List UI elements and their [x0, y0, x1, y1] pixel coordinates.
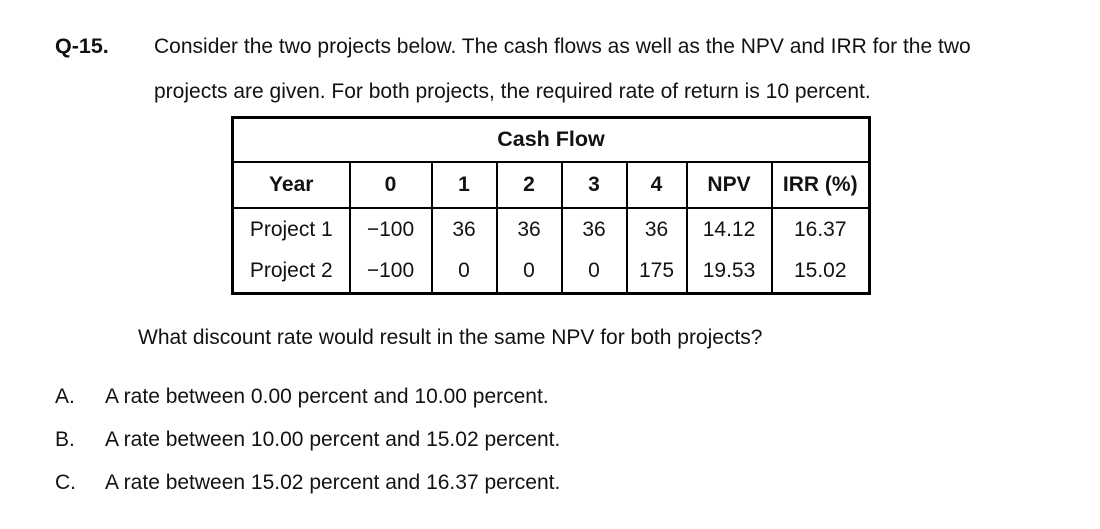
table-cell-npv: 14.12: [685, 207, 773, 251]
table-cell: 36: [625, 207, 688, 251]
cash-flow-table: Cash Flow Year 0 1 2 3 4 NPV IRR (%) Pro…: [231, 116, 871, 295]
question-intro: Consider the two projects below. The cas…: [154, 24, 971, 114]
table-cell: 36: [560, 207, 628, 251]
table-header-row: Year 0 1 2 3 4 NPV IRR (%): [231, 161, 871, 209]
question-prompt: What discount rate would result in the s…: [138, 326, 763, 349]
column-header-year: Year: [231, 161, 351, 209]
table-cell: 36: [495, 207, 563, 251]
answer-options: A. A rate between 0.00 percent and 10.00…: [55, 383, 560, 512]
row-label: Project 2: [231, 250, 351, 294]
table-title-row: Cash Flow: [231, 117, 871, 163]
column-header-npv: NPV: [685, 161, 773, 209]
table-cell: 36: [430, 207, 498, 251]
column-header-year1: 1: [430, 161, 498, 209]
table-cell: 0: [430, 250, 498, 294]
table-row-project-1: Project 1 −100 36 36 36 36 14.12 16.37: [231, 207, 871, 251]
answer-option-a: A. A rate between 0.00 percent and 10.00…: [55, 383, 560, 410]
table-cell: 0: [495, 250, 563, 294]
column-header-year3: 3: [560, 161, 628, 209]
table-cell: 0: [560, 250, 628, 294]
table-cell: −100: [348, 207, 433, 251]
table-cell: 175: [625, 250, 688, 294]
table-cell-irr: 16.37: [770, 207, 871, 251]
column-header-year0: 0: [348, 161, 433, 209]
table-title: Cash Flow: [231, 117, 871, 163]
column-header-year2: 2: [495, 161, 563, 209]
table-cell-npv: 19.53: [685, 250, 773, 294]
column-header-irr: IRR (%): [770, 161, 871, 209]
option-text: A rate between 15.02 percent and 16.37 p…: [105, 471, 561, 494]
table-cell: −100: [348, 250, 433, 294]
table-cell-irr: 15.02: [770, 250, 871, 294]
option-letter: C.: [55, 471, 76, 494]
table-row-project-2: Project 2 −100 0 0 0 175 19.53 15.02: [231, 250, 871, 294]
option-letter: B.: [55, 428, 75, 451]
answer-option-b: B. A rate between 10.00 percent and 15.0…: [55, 426, 560, 453]
column-header-year4: 4: [625, 161, 688, 209]
option-text: A rate between 0.00 percent and 10.00 pe…: [105, 385, 549, 408]
answer-option-c: C. A rate between 15.02 percent and 16.3…: [55, 469, 560, 496]
question-intro-line-1: Consider the two projects below. The cas…: [154, 35, 971, 58]
question-intro-line-2: projects are given. For both projects, t…: [154, 80, 871, 103]
option-letter: A.: [55, 385, 75, 408]
option-text: A rate between 10.00 percent and 15.02 p…: [105, 428, 561, 451]
row-label: Project 1: [231, 207, 351, 251]
question-number: Q-15.: [55, 34, 109, 58]
